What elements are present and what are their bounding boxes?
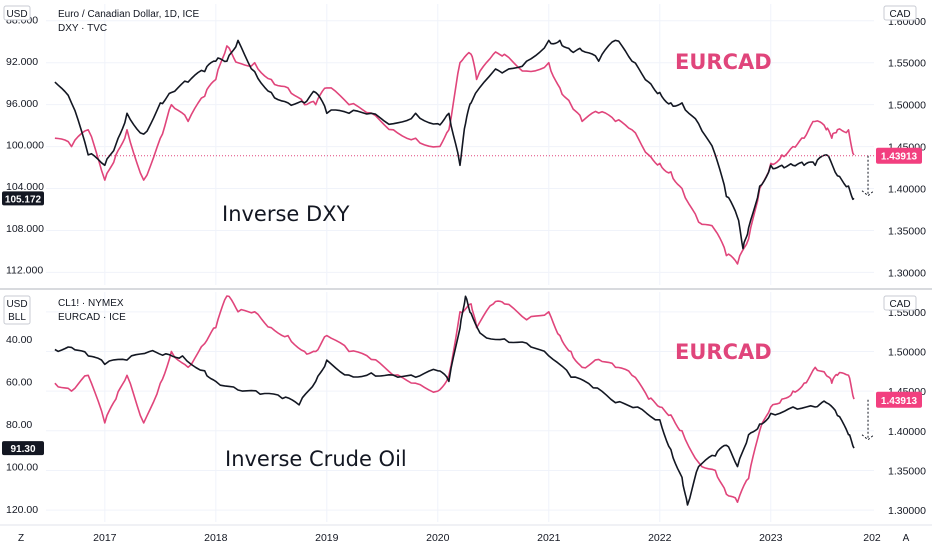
bottom-right-unit-box [883, 295, 917, 311]
a-icon[interactable]: A [903, 533, 910, 544]
right-tick-label: 1.30000 [888, 267, 926, 279]
bottom-left-unit-box [3, 295, 31, 325]
top-inverse-annotation: Inverse DXY [222, 202, 350, 226]
left-price-tag-label: 105.172 [5, 194, 42, 205]
bottom-title: CL1! · NYMEX [58, 298, 124, 309]
top-subtitle: DXY · TVC [58, 23, 107, 34]
left-tick-label: 120.00 [6, 504, 38, 516]
x-tick-label: 202 [863, 532, 881, 544]
bottom-left-unit-1: USD [6, 299, 27, 310]
top-right-unit-box [883, 5, 917, 21]
left-tick-label: 40.00 [6, 334, 32, 346]
left-tick-label: 100.000 [6, 140, 44, 152]
right-tick-label: 1.40000 [888, 426, 926, 438]
right-price-tag-label: 1.43913 [881, 152, 918, 163]
x-tick-label: 2017 [93, 532, 117, 544]
right-tick-label: 1.50000 [888, 100, 926, 112]
top-left-unit: USD [6, 9, 27, 20]
top-title: Euro / Canadian Dollar, 1D, ICE [58, 9, 200, 20]
left-price-tag-label: 91.30 [10, 444, 35, 455]
x-tick-label: 2021 [537, 532, 561, 544]
z-icon[interactable]: Z [18, 533, 24, 544]
x-tick-label: 2018 [204, 532, 228, 544]
top-right-unit: CAD [889, 9, 910, 20]
left-tick-label: 96.000 [6, 98, 38, 110]
bottom-left-unit-2: BLL [8, 312, 26, 323]
series-line-eurcad [54, 295, 855, 503]
left-tick-label: 104.000 [6, 181, 44, 193]
series-lines [54, 39, 855, 506]
right-tick-label: 1.50000 [888, 346, 926, 358]
left-tick-label: 60.00 [6, 376, 32, 388]
right-price-tag [876, 391, 922, 408]
top-left-unit-box [3, 5, 31, 21]
left-tick-label: 112.000 [6, 264, 43, 276]
left-tick-label: 108.000 [6, 223, 44, 235]
bottom-eurcad-annotation: EURCAD [675, 340, 772, 364]
down-arrow-head-icon [861, 190, 875, 197]
right-price-tag [876, 147, 922, 164]
right-tick-label: 1.35000 [888, 465, 926, 477]
x-tick-label: 2019 [315, 532, 339, 544]
right-tick-label: 1.35000 [888, 225, 926, 237]
series-line-cl1- [54, 295, 855, 506]
top-eurcad-annotation: EURCAD [675, 50, 772, 74]
left-tick-label: 80.00 [6, 419, 32, 431]
left-price-tag [2, 191, 44, 206]
x-tick-label: 2020 [426, 532, 450, 544]
x-tick-label: 2023 [759, 532, 783, 544]
bottom-right-unit: CAD [889, 299, 910, 310]
left-tick-label: 100.00 [6, 462, 38, 474]
grid: 88.00092.00096.000100.000104.000108.0001… [0, 4, 932, 544]
bottom-inverse-annotation: Inverse Crude Oil [225, 447, 407, 471]
right-tick-label: 1.55000 [888, 58, 926, 70]
right-price-tag-label: 1.43913 [881, 396, 918, 407]
down-arrow-head-icon [861, 434, 875, 441]
x-tick-label: 2022 [648, 532, 672, 544]
bottom-subtitle: EURCAD · ICE [58, 312, 126, 323]
right-tick-label: 1.40000 [888, 184, 926, 196]
overlay: 1.43913 105.172 1.43913 91.30 [2, 147, 922, 456]
right-tick-label: 1.30000 [888, 505, 926, 517]
series-line-eurcad [54, 45, 855, 265]
left-tick-label: 92.000 [6, 56, 38, 68]
left-price-tag [2, 441, 44, 456]
series-line-dxy [54, 39, 855, 250]
